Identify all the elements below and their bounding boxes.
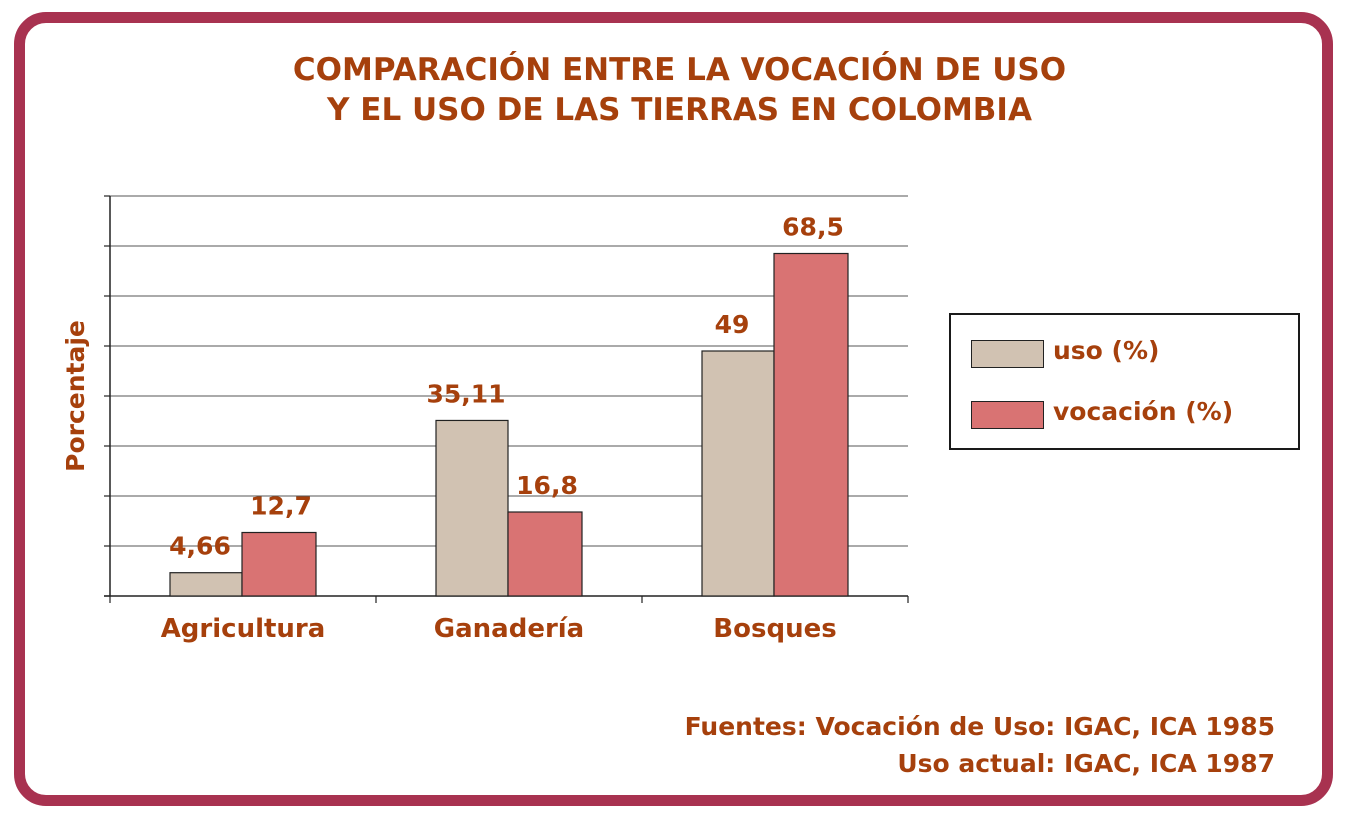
source-line2: Uso actual: IGAC, ICA 1987 bbox=[897, 749, 1275, 778]
bar bbox=[241, 531, 317, 597]
chart-title: COMPARACIÓN ENTRE LA VOCACIÓN DE USO Y E… bbox=[0, 50, 1359, 130]
source-note: Fuentes: Vocación de Uso: IGAC, ICA 1985… bbox=[685, 708, 1275, 782]
data-label: 16,8 bbox=[516, 471, 578, 500]
bar bbox=[507, 511, 583, 597]
chart-legend: uso (%) vocación (%) bbox=[949, 313, 1300, 450]
x-tick-label: Ganadería bbox=[434, 614, 584, 644]
x-tick-label: Agricultura bbox=[161, 614, 326, 644]
legend-swatch-vocacion bbox=[971, 401, 1044, 429]
y-axis-label: Porcentaje bbox=[61, 320, 90, 472]
bar bbox=[701, 350, 775, 597]
data-label: 49 bbox=[715, 310, 750, 339]
bar bbox=[773, 252, 849, 597]
bar bbox=[435, 419, 509, 597]
source-line1: Fuentes: Vocación de Uso: IGAC, ICA 1985 bbox=[684, 712, 1275, 741]
data-label: 12,7 bbox=[250, 492, 312, 521]
legend-label-uso: uso (%) bbox=[1053, 336, 1160, 365]
x-tick-label: Bosques bbox=[713, 614, 836, 644]
bar bbox=[169, 572, 243, 597]
chart-title-line2: Y EL USO DE LAS TIERRAS EN COLOMBIA bbox=[327, 92, 1032, 128]
data-label: 35,11 bbox=[426, 379, 505, 408]
data-label: 68,5 bbox=[782, 213, 844, 242]
legend-label-vocacion: vocación (%) bbox=[1053, 397, 1234, 426]
data-label: 4,66 bbox=[169, 532, 231, 561]
chart-title-line1: COMPARACIÓN ENTRE LA VOCACIÓN DE USO bbox=[292, 52, 1067, 88]
legend-swatch-uso bbox=[971, 340, 1044, 368]
